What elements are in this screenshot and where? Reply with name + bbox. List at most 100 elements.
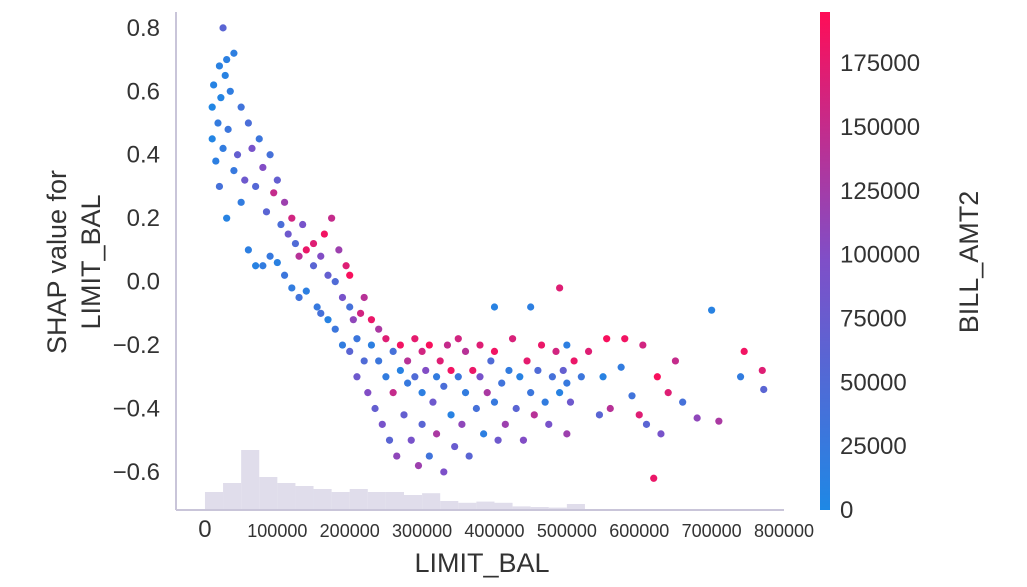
- colorbar-tick-label: 125000: [840, 178, 920, 205]
- scatter-point: [219, 24, 227, 32]
- y-tick-label: −0.4: [113, 395, 160, 422]
- histogram-bar: [349, 489, 368, 510]
- scatter-point: [241, 176, 249, 184]
- x-tick-label: 400000: [464, 521, 524, 541]
- scatter-point: [443, 341, 452, 349]
- scatter-point: [360, 357, 368, 365]
- scatter-point: [291, 239, 300, 248]
- scatter-point: [595, 411, 604, 419]
- scatter-point: [212, 157, 220, 165]
- scatter-point: [367, 341, 376, 349]
- scatter-point: [404, 379, 412, 387]
- scatter-point: [309, 262, 318, 270]
- scatter-point: [237, 198, 245, 206]
- colorbar-tick-label: 100000: [840, 242, 920, 269]
- x-tick-label: 200000: [320, 521, 380, 541]
- scatter-point: [425, 452, 433, 460]
- scatter-point: [563, 341, 571, 349]
- histogram-bar: [295, 486, 314, 510]
- scatter-point: [523, 357, 531, 365]
- scatter-point: [559, 366, 567, 375]
- scatter-point: [501, 420, 509, 428]
- scatter-point: [331, 325, 339, 333]
- scatter-point: [465, 452, 473, 460]
- scatter-point: [483, 389, 491, 397]
- scatter-point: [224, 125, 232, 133]
- scatter-point: [432, 373, 441, 381]
- scatter-point: [367, 316, 376, 324]
- scatter-point: [527, 389, 535, 397]
- scatter-point: [548, 373, 556, 381]
- histogram-bar: [458, 502, 477, 510]
- scatter-point: [349, 316, 357, 324]
- scatter-point: [273, 176, 281, 184]
- histogram-bar: [404, 495, 423, 510]
- scatter-point: [664, 389, 672, 397]
- scatter-point: [490, 347, 499, 356]
- scatter-point: [252, 262, 260, 270]
- scatter-point: [280, 198, 289, 206]
- scatter-point: [320, 230, 328, 238]
- scatter-point: [469, 366, 477, 375]
- scatter-point: [740, 347, 748, 356]
- scatter-point: [288, 214, 296, 222]
- scatter-point: [230, 49, 238, 57]
- scatter-point: [295, 293, 303, 302]
- scatter-point: [302, 246, 310, 254]
- scatter-point: [414, 461, 423, 470]
- scatter-point: [628, 392, 636, 400]
- scatter-point: [255, 135, 263, 143]
- scatter-point: [342, 262, 350, 270]
- histogram-bar: [367, 492, 386, 510]
- scatter-point: [599, 373, 607, 381]
- scatter-point: [382, 335, 390, 343]
- colorbar-tick-label: 50000: [840, 369, 907, 396]
- scatter-point: [400, 411, 408, 419]
- scatter-point: [693, 414, 701, 422]
- scatter-point: [233, 151, 242, 159]
- scatter-point: [708, 306, 716, 314]
- scatter-point: [317, 309, 325, 317]
- scatter-point: [617, 363, 625, 371]
- scatter-point: [335, 246, 343, 254]
- y-tick-label: 0.2: [127, 205, 160, 232]
- histogram-bar: [331, 492, 350, 510]
- scatter-point: [508, 335, 517, 343]
- scatter-point: [389, 347, 397, 356]
- scatter-point: [295, 252, 303, 260]
- colorbar-title: BILL_AMT2: [954, 191, 984, 334]
- scatter-point: [679, 398, 687, 406]
- scatter-point: [244, 119, 252, 127]
- scatter-point: [324, 271, 332, 279]
- scatter-point: [425, 341, 433, 349]
- colorbar-tick-label: 25000: [840, 433, 907, 460]
- scatter-point: [563, 379, 571, 387]
- scatter-point: [338, 293, 347, 302]
- scatter-point: [208, 103, 216, 111]
- scatter-point: [422, 366, 430, 375]
- scatter-point: [385, 436, 394, 444]
- histogram-bar: [548, 507, 567, 510]
- scatter-point: [346, 271, 354, 279]
- scatter-point: [288, 284, 296, 292]
- scatter-point: [621, 335, 629, 343]
- x-tick-labels: 0 100000 200000 300000 400000 500000 600000 700…: [198, 516, 814, 543]
- scatter-point: [346, 303, 354, 311]
- y-tick-label: 0.6: [127, 78, 160, 105]
- scatter-point: [653, 373, 661, 381]
- scatter-point: [215, 62, 224, 70]
- scatter-point: [266, 151, 274, 159]
- scatter-point: [338, 341, 347, 349]
- scatter-point: [760, 385, 768, 394]
- scatter-point: [360, 293, 368, 302]
- x-tick-label: 500000: [537, 521, 597, 541]
- colorbar-tick-label: 75000: [840, 305, 907, 332]
- scatter-point: [331, 278, 339, 286]
- scatter-point: [317, 252, 325, 260]
- scatter-point: [454, 373, 462, 381]
- scatter-point: [208, 135, 216, 143]
- scatter-point: [603, 335, 611, 343]
- scatter-point: [259, 163, 267, 172]
- y-tick-labels: 0.8 0.6 0.4 0.2 0.0 −0.2 −0.4 −0.6: [113, 15, 160, 486]
- histogram-bar: [277, 483, 296, 510]
